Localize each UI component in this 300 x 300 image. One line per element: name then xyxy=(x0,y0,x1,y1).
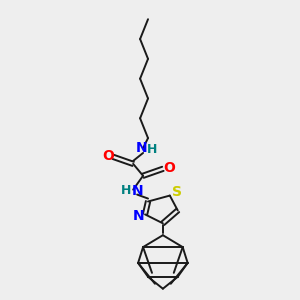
Text: H: H xyxy=(121,184,131,197)
Text: N: N xyxy=(135,141,147,155)
Text: S: S xyxy=(172,184,182,199)
Text: N: N xyxy=(132,209,144,224)
Text: H: H xyxy=(147,142,157,155)
Text: N: N xyxy=(131,184,143,198)
Text: O: O xyxy=(163,161,175,175)
Text: O: O xyxy=(103,149,114,163)
